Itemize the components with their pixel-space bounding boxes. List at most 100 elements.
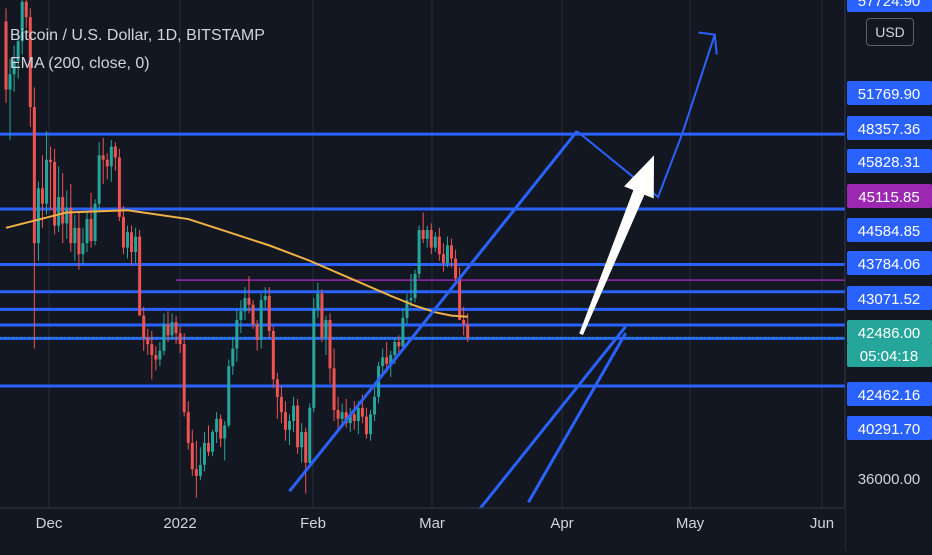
symbol-title[interactable]: Bitcoin / U.S. Dollar, 1D, BITSTAMP — [10, 27, 265, 44]
candle-body — [40, 188, 44, 204]
price-tag-label: 42486.00 — [858, 325, 921, 342]
candle-body — [259, 300, 263, 340]
candle-body — [231, 348, 235, 367]
candle-body — [158, 350, 162, 360]
candle-body — [28, 17, 32, 108]
candle-body — [57, 197, 61, 226]
candle-body — [296, 405, 300, 448]
candle-body — [138, 236, 142, 316]
ema-indicator-label[interactable]: EMA (200, close, 0) — [10, 55, 150, 72]
candle-body — [89, 219, 93, 241]
ema-200-line — [5, 209, 468, 318]
candle-body — [12, 61, 16, 75]
candle-body — [211, 431, 215, 452]
candle-body — [405, 300, 409, 318]
candle-body — [117, 157, 121, 217]
channel-lower-trendline-secondary[interactable] — [527, 332, 627, 503]
candle-body — [425, 230, 429, 239]
candle-body — [198, 464, 202, 476]
candle-body — [458, 278, 462, 321]
price-tag-label: 43784.06 — [858, 256, 921, 273]
price-tag-box — [847, 251, 932, 275]
candle-body — [389, 355, 393, 364]
price-tag-box — [847, 416, 932, 440]
candle-body — [53, 161, 57, 226]
candle-body — [344, 412, 348, 424]
candle-body — [16, 41, 20, 61]
candle-body — [194, 469, 198, 476]
candle-body — [215, 418, 219, 432]
candle-body — [146, 337, 150, 345]
candle-body — [413, 273, 417, 299]
candle-body — [328, 320, 332, 369]
candle-body — [340, 412, 344, 419]
price-tag-box — [847, 184, 932, 208]
candle-body — [73, 227, 77, 244]
candle-body — [77, 227, 81, 255]
candle-body — [8, 74, 12, 90]
candle-body — [369, 414, 372, 435]
candle-body — [283, 412, 287, 430]
candle-body — [126, 232, 129, 248]
time-axis-label: 2022 — [163, 515, 196, 532]
candle-body — [356, 407, 360, 421]
price-tag-box — [847, 286, 932, 310]
candle-body — [433, 236, 437, 248]
time-axis-label: Jun — [810, 515, 834, 532]
channel-upper-trendline[interactable] — [288, 130, 579, 493]
candle-body — [381, 357, 385, 367]
currency-button[interactable]: USD — [866, 18, 914, 46]
candle-body — [219, 418, 223, 439]
candle-body — [393, 341, 397, 356]
price-tag-label: 51769.90 — [858, 86, 921, 103]
candle-body — [186, 412, 190, 443]
candle-body — [49, 159, 53, 162]
candle-body — [105, 159, 109, 167]
candle-body — [36, 188, 40, 244]
candle-body — [178, 333, 182, 345]
candle-body — [61, 197, 65, 224]
candle-body — [235, 320, 239, 349]
price-tag-label: 40291.70 — [858, 421, 921, 438]
candle-body — [113, 146, 117, 158]
price-tag-label: 42462.16 — [858, 387, 921, 404]
candle-body — [437, 236, 441, 255]
price-tag-box — [847, 320, 932, 344]
price-tag-label: 45115.85 — [858, 189, 919, 206]
candle-body — [20, 1, 24, 42]
time-axis-label: Apr — [550, 515, 573, 532]
candle-body — [421, 230, 425, 239]
candle-body — [130, 232, 134, 252]
channel-lower-trendline[interactable] — [478, 325, 627, 510]
candle-body — [441, 254, 445, 263]
candle-body — [243, 298, 247, 312]
price-tag-label: 45828.31 — [858, 154, 921, 171]
candle-body — [271, 330, 275, 380]
candle-body — [69, 208, 73, 244]
candle-body — [288, 420, 291, 430]
candle-body — [166, 324, 170, 336]
candle-body — [445, 245, 449, 263]
candle-body — [45, 159, 48, 204]
price-tag-label: 05:04:18 — [860, 348, 918, 365]
candle-body — [32, 107, 36, 244]
price-tag-label: 43071.52 — [858, 291, 921, 308]
candle-body — [292, 405, 296, 421]
time-axis-panel — [0, 508, 845, 550]
projection-path-line[interactable] — [576, 34, 716, 199]
candle-body — [227, 366, 231, 426]
candle-body — [85, 219, 89, 244]
candle-body — [336, 410, 340, 419]
candle-body — [121, 216, 125, 248]
white-up-arrow[interactable] — [579, 155, 654, 336]
candle-body — [466, 324, 470, 338]
candle-body — [462, 320, 466, 325]
candle-body — [267, 295, 271, 331]
candle-body — [202, 442, 206, 465]
candle-body — [348, 414, 352, 424]
candle-body — [150, 344, 154, 356]
candle-body — [162, 324, 166, 351]
candle-body — [454, 258, 458, 279]
